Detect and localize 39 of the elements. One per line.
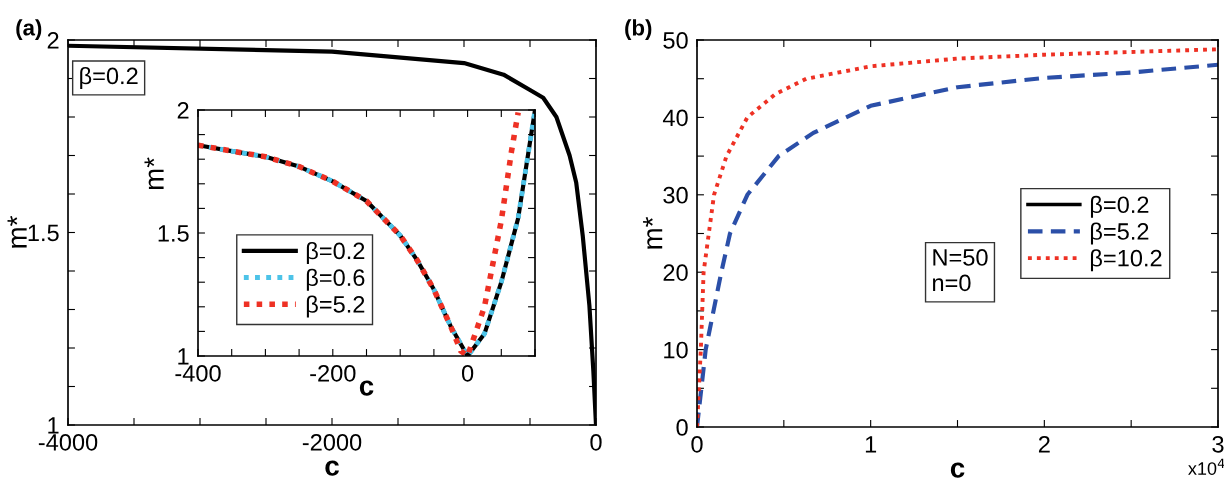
- y-tick-label: 2: [177, 102, 189, 119]
- legend-label: β=0.2: [1090, 195, 1149, 218]
- x-tick-label: -400: [175, 364, 221, 382]
- annotation: β=0.2: [80, 66, 138, 89]
- y-tick-label: 2: [47, 32, 59, 49]
- x-tick-label: 3: [1212, 435, 1224, 453]
- x-tick-label: 0: [691, 435, 703, 453]
- y-tick-label: 40: [662, 109, 688, 127]
- x-axis-title: c: [325, 460, 339, 476]
- x-tick-label: 0: [461, 364, 474, 382]
- x-tick-label: 1: [865, 436, 877, 453]
- y-tick-label: 10: [664, 341, 688, 359]
- x-tick-label: -2000: [302, 433, 362, 451]
- x-tick-label: 0: [590, 433, 602, 451]
- y-axis-title: m*: [7, 215, 27, 248]
- text: x10$^{4}$: [1188, 458, 1224, 475]
- legend-label: β=5.2: [306, 295, 365, 318]
- legend-label: β=5.2: [1090, 222, 1149, 245]
- y-tick-label: 0: [676, 419, 688, 436]
- y-tick-label: 1.5: [28, 224, 59, 242]
- annotation: N=50 n=0: [933, 249, 988, 292]
- y-tick-label: 30: [663, 186, 688, 204]
- x-tick-label: 2: [1038, 435, 1050, 453]
- x-tick-label: -200: [310, 364, 356, 382]
- y-tick-label: 1.5: [158, 225, 189, 242]
- y-axis-title: m*: [144, 157, 164, 190]
- y-tick-label: 1: [48, 417, 59, 434]
- y-tick-label: 20: [663, 264, 688, 281]
- y-tick-label: 1: [178, 348, 189, 365]
- y-axis-title: m*: [643, 216, 663, 249]
- x-axis-title: c: [359, 380, 374, 396]
- legend-label: β=0.2: [306, 241, 365, 264]
- chart-title: (a): [16, 19, 42, 40]
- legend-label: β=10.2: [1090, 249, 1162, 272]
- chart-title: (b): [625, 19, 652, 40]
- y-tick-label: 50: [663, 32, 688, 49]
- x-axis-title: c: [950, 462, 965, 478]
- legend-label: β=0.6: [306, 268, 365, 291]
- x-tick-label: -4000: [38, 433, 98, 451]
